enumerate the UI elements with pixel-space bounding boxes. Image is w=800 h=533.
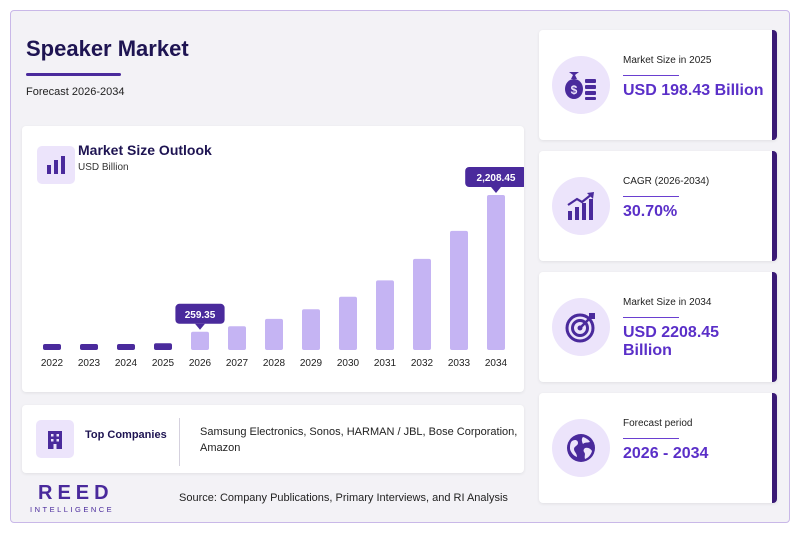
bar-2032 bbox=[413, 258, 431, 350]
source-note: Source: Company Publications, Primary In… bbox=[179, 492, 508, 504]
x-tick-2033: 2033 bbox=[448, 358, 471, 369]
x-tick-2031: 2031 bbox=[374, 358, 397, 369]
companies-card bbox=[22, 405, 524, 473]
data-label-2026: 259.35 bbox=[185, 310, 216, 321]
stat-card-size-2025: $ Market Size in 2025 USD 198.43 Billion bbox=[539, 30, 777, 140]
title-underline bbox=[26, 73, 121, 76]
stat-divider bbox=[623, 317, 679, 318]
bar-2022 bbox=[43, 344, 61, 350]
stat-card-cagr: CAGR (2026-2034) 30.70% bbox=[539, 151, 777, 261]
target-icon bbox=[552, 298, 610, 356]
bar-2030 bbox=[339, 296, 357, 350]
stat-label: Forecast period bbox=[623, 418, 693, 429]
x-tick-2034: 2034 bbox=[485, 358, 508, 369]
bar-2025 bbox=[154, 343, 172, 350]
building-icon bbox=[36, 420, 74, 458]
logo-wordmark: REED bbox=[38, 482, 114, 504]
stat-value: USD 2208.45 Billion bbox=[623, 324, 720, 359]
stat-value: USD 198.43 Billion bbox=[623, 82, 764, 99]
bar-2023 bbox=[80, 344, 98, 350]
x-tick-2025: 2025 bbox=[152, 358, 175, 369]
bar-2031 bbox=[376, 280, 394, 350]
page-subtitle: Forecast 2026-2034 bbox=[26, 86, 125, 98]
bar-2027 bbox=[228, 326, 246, 350]
bar-chart: 2022 2023 2024 2025 2026 2027 2028 2029 2030 2031… bbox=[41, 167, 524, 369]
stat-value: 30.70% bbox=[623, 203, 678, 220]
x-tick-2027: 2027 bbox=[226, 358, 249, 369]
stat-divider bbox=[623, 196, 679, 197]
logo-tagline: INTELLIGENCE bbox=[30, 505, 115, 514]
stat-card-size-2034: Market Size in 2034 USD 2208.45 Billion bbox=[539, 272, 777, 382]
bar-2028 bbox=[265, 318, 283, 350]
x-tick-2022: 2022 bbox=[41, 358, 64, 369]
bar-2024 bbox=[117, 344, 135, 350]
chart-unit: USD Billion bbox=[78, 162, 129, 173]
x-tick-2028: 2028 bbox=[263, 358, 286, 369]
stat-value: 2026 - 2034 bbox=[623, 445, 709, 462]
x-tick-2026: 2026 bbox=[189, 358, 212, 369]
chart-title: Market Size Outlook bbox=[78, 142, 212, 158]
companies-list: Samsung Electronics, Sonos, HARMAN / JBL… bbox=[200, 426, 518, 454]
companies-label: Top Companies bbox=[85, 429, 167, 441]
bar-chart-icon bbox=[37, 146, 75, 184]
stat-label: Market Size in 2034 bbox=[623, 297, 712, 308]
callout-box-2026 bbox=[175, 303, 225, 324]
callout-box-2034 bbox=[465, 167, 524, 187]
x-tick-2023: 2023 bbox=[78, 358, 101, 369]
globe-icon bbox=[552, 419, 610, 477]
svg-text:$: $ bbox=[571, 83, 578, 97]
callout-pointer-2026 bbox=[195, 323, 205, 330]
companies-divider bbox=[179, 418, 180, 466]
data-label-2034: 2,208.45 bbox=[477, 173, 516, 184]
page-title: Speaker Market bbox=[26, 36, 189, 61]
bar-2026 bbox=[191, 331, 209, 350]
x-tick-2032: 2032 bbox=[411, 358, 434, 369]
money-bag-icon: $ bbox=[552, 56, 610, 114]
stat-divider bbox=[623, 75, 679, 76]
x-tick-2024: 2024 bbox=[115, 358, 138, 369]
bar-2034 bbox=[487, 195, 505, 350]
growth-chart-icon bbox=[552, 177, 610, 235]
callout-pointer-2034 bbox=[491, 187, 501, 193]
stat-label: Market Size in 2025 bbox=[623, 55, 712, 66]
x-tick-2029: 2029 bbox=[300, 358, 323, 369]
bar-2029 bbox=[302, 309, 320, 350]
x-tick-2030: 2030 bbox=[337, 358, 360, 369]
stat-divider bbox=[623, 438, 679, 439]
bar-2033 bbox=[450, 230, 468, 350]
stat-card-forecast-period: Forecast period 2026 - 2034 bbox=[539, 393, 777, 503]
stat-label: CAGR (2026-2034) bbox=[623, 176, 710, 187]
